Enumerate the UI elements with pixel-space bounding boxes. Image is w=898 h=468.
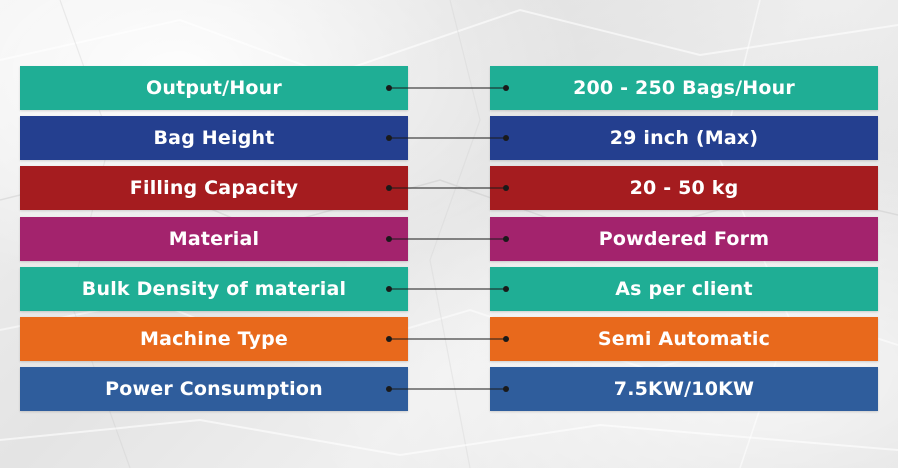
spec-label-box: Machine Type <box>20 317 408 361</box>
spec-row: Bulk Density of material As per client <box>0 267 898 311</box>
connector-dot-right <box>503 185 509 191</box>
connector-dot-left <box>386 85 392 91</box>
connector-dot-right <box>503 85 509 91</box>
spec-label-box: Material <box>20 217 408 261</box>
spec-row: Machine Type Semi Automatic <box>0 317 898 361</box>
connector-dot-left <box>386 236 392 242</box>
spec-value-box: Semi Automatic <box>490 317 878 361</box>
spec-row: Output/Hour 200 - 250 Bags/Hour <box>0 66 898 110</box>
spec-value-box: 200 - 250 Bags/Hour <box>490 66 878 110</box>
connector-line <box>386 85 509 91</box>
spec-value-box: Powdered Form <box>490 217 878 261</box>
spec-label-box: Filling Capacity <box>20 166 408 210</box>
spec-row: Material Powdered Form <box>0 217 898 261</box>
connector-dot-left <box>386 286 392 292</box>
connector-line <box>386 185 509 191</box>
connector-line <box>386 135 509 141</box>
spec-row: Bag Height 29 inch (Max) <box>0 116 898 160</box>
connector-dot-right <box>503 286 509 292</box>
connector-dot-left <box>386 336 392 342</box>
connector-line <box>386 386 509 392</box>
connector-line <box>386 236 509 242</box>
connector-line <box>386 336 509 342</box>
connector-dot-right <box>503 386 509 392</box>
spec-label-box: Bulk Density of material <box>20 267 408 311</box>
spec-label-box: Bag Height <box>20 116 408 160</box>
connector-dot-left <box>386 386 392 392</box>
spec-label-box: Power Consumption <box>20 367 408 411</box>
spec-value-box: 7.5KW/10KW <box>490 367 878 411</box>
spec-value-box: As per client <box>490 267 878 311</box>
spec-value-box: 29 inch (Max) <box>490 116 878 160</box>
connector-dot-right <box>503 135 509 141</box>
spec-row: Power Consumption 7.5KW/10KW <box>0 367 898 411</box>
spec-label-box: Output/Hour <box>20 66 408 110</box>
connector-line <box>386 286 509 292</box>
spec-row: Filling Capacity 20 - 50 kg <box>0 166 898 210</box>
connector-dot-left <box>386 185 392 191</box>
connector-dot-right <box>503 336 509 342</box>
spec-value-box: 20 - 50 kg <box>490 166 878 210</box>
connector-dot-right <box>503 236 509 242</box>
connector-dot-left <box>386 135 392 141</box>
